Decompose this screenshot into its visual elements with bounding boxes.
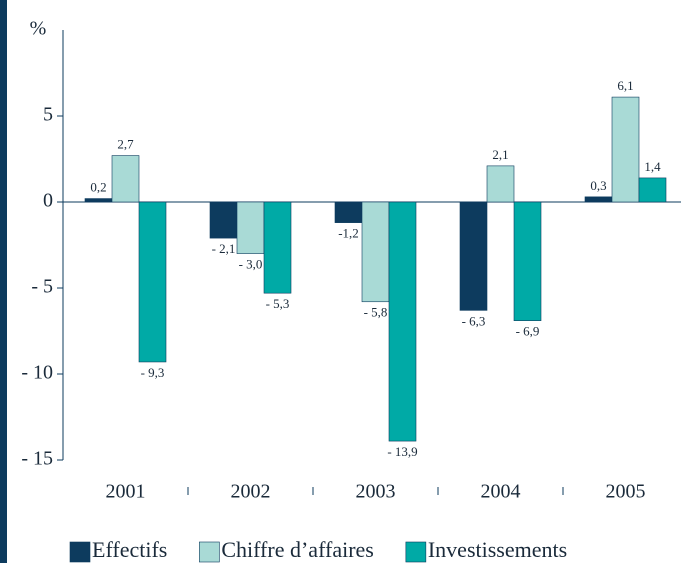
bar: [111, 155, 140, 203]
value-label: - 9,3: [141, 365, 165, 380]
value-label: - 5,8: [364, 305, 388, 320]
y-tick-label: 0: [43, 190, 53, 212]
legend-label: Chiffre d’affaires: [221, 537, 374, 562]
x-tick-label: 2005: [606, 481, 646, 503]
bar: [513, 201, 542, 321]
bar: [138, 201, 167, 363]
bar: [263, 201, 292, 294]
bar: [611, 96, 640, 203]
value-label: 0,2: [90, 180, 106, 195]
value-label: 6,1: [617, 78, 633, 93]
legend-swatch: [199, 541, 220, 563]
x-tick-label: 2001: [106, 481, 146, 503]
x-tick-label: 2003: [356, 481, 396, 503]
x-tick-label: 2002: [231, 481, 271, 503]
value-label: 2,1: [492, 147, 508, 162]
bar: [638, 177, 667, 203]
x-tick-label: 2004: [481, 481, 521, 503]
bar: [361, 201, 390, 303]
value-label: 0,3: [590, 178, 606, 193]
value-label: -1,2: [338, 226, 359, 241]
bar: [236, 201, 265, 254]
bar: [84, 198, 113, 203]
value-label: - 3,0: [239, 257, 263, 272]
bar: [459, 201, 488, 311]
y-axis-label: %: [30, 18, 47, 40]
bar: [334, 201, 363, 223]
bar: [584, 196, 613, 203]
legend-label: Investissements: [428, 537, 567, 562]
bar: [486, 165, 515, 203]
value-label: - 6,9: [516, 324, 540, 339]
bar: [388, 201, 417, 442]
legend-swatch: [405, 541, 427, 563]
side-stripe: [0, 0, 7, 563]
value-label: 1,4: [644, 159, 661, 174]
bar: [209, 201, 238, 239]
y-tick-label: - 15: [21, 448, 53, 470]
value-label: - 6,3: [462, 313, 486, 328]
y-tick-label: - 5: [31, 276, 53, 298]
legend-swatch: [69, 541, 91, 563]
value-label: - 2,1: [212, 241, 236, 256]
y-tick-label: 5: [43, 104, 53, 126]
value-label: - 5,3: [266, 296, 290, 311]
legend-label: Effectifs: [92, 537, 167, 562]
value-label: 2,7: [117, 137, 134, 152]
value-label: - 13,9: [387, 444, 417, 459]
y-tick-label: - 10: [21, 362, 53, 384]
